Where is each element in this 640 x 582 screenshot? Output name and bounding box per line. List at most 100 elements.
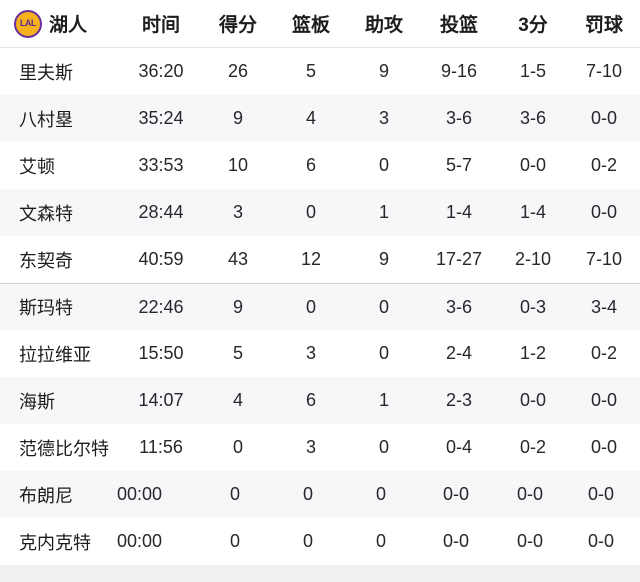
player-minutes: 36:20	[138, 61, 184, 81]
player-minutes: 35:24	[138, 108, 184, 128]
table-row[interactable]: 八村塁 35:24 9 4 3 3-6 3-6 0-0	[0, 95, 640, 142]
player-assists: 0	[378, 155, 389, 175]
player-three-pointers: 0-3	[519, 296, 546, 317]
player-rebounds: 0	[302, 484, 313, 504]
player-points: 9	[232, 296, 243, 317]
player-minutes: 00:00	[117, 531, 163, 551]
player-assists: 1	[378, 202, 389, 222]
player-rebounds: 0	[305, 202, 316, 222]
player-field-goals: 2-3	[445, 390, 472, 410]
player-free-throws: 7-10	[585, 61, 623, 81]
player-three-pointers: 1-4	[519, 202, 546, 222]
column-header-team-label: 湖人	[49, 15, 88, 36]
column-header-assists: 助攻	[364, 15, 403, 36]
player-three-pointers: 0-2	[519, 437, 546, 457]
table-row[interactable]: 文森特 28:44 3 0 1 1-4 1-4 0-0	[0, 189, 640, 236]
player-free-throws: 7-10	[585, 249, 623, 269]
table-row[interactable]: 艾顿 33:53 10 6 0 5-7 0-0 0-2	[0, 142, 640, 189]
player-points: 0	[229, 531, 240, 551]
player-minutes: 00:00	[117, 484, 163, 504]
player-field-goals: 9-16	[440, 61, 478, 81]
column-header-three-pointers: 3分	[518, 15, 548, 36]
player-free-throws: 0-0	[587, 531, 614, 551]
player-name: 文森特	[19, 203, 73, 224]
player-assists: 0	[375, 531, 386, 551]
table-row[interactable]: 斯玛特 22:46 9 0 0 3-6 0-3 3-4	[0, 283, 640, 330]
player-assists: 0	[378, 296, 389, 317]
player-free-throws: 3-4	[590, 296, 617, 317]
player-name: 八村塁	[19, 109, 73, 130]
player-minutes: 33:53	[138, 155, 184, 175]
player-points: 26	[227, 61, 249, 81]
player-minutes: 22:46	[138, 296, 184, 317]
player-points: 4	[232, 390, 243, 410]
player-three-pointers: 0-0	[516, 531, 543, 551]
player-free-throws: 0-0	[590, 108, 617, 128]
player-name: 拉拉维亚	[19, 344, 91, 365]
player-rebounds: 6	[305, 155, 316, 175]
player-assists: 0	[378, 343, 389, 363]
player-assists: 0	[375, 484, 386, 504]
player-rebounds: 4	[305, 108, 316, 128]
player-free-throws: 0-0	[587, 484, 614, 504]
player-field-goals: 0-0	[442, 531, 469, 551]
table-row[interactable]: 范德比尔特 11:56 0 3 0 0-4 0-2 0-0	[0, 424, 640, 471]
player-free-throws: 0-0	[590, 437, 617, 457]
player-three-pointers: 0-0	[519, 155, 546, 175]
player-field-goals: 0-4	[445, 437, 472, 457]
player-name: 里夫斯	[19, 62, 73, 83]
player-minutes: 28:44	[138, 202, 184, 222]
player-field-goals: 3-6	[445, 108, 472, 128]
player-name: 布朗尼	[19, 485, 73, 506]
column-header-minutes: 时间	[141, 15, 180, 36]
player-name: 艾顿	[19, 156, 55, 177]
table-header-row: LAL 湖人 时间 得分 篮板 助攻 投篮 3分 罚球	[0, 0, 640, 48]
table-row[interactable]: 海斯 14:07 4 6 1 2-3 0-0 0-0	[0, 377, 640, 424]
player-rebounds: 0	[302, 531, 313, 551]
player-rebounds: 3	[305, 437, 316, 457]
player-rebounds: 6	[305, 390, 316, 410]
player-assists: 3	[378, 108, 389, 128]
player-points: 9	[232, 108, 243, 128]
player-rebounds: 3	[305, 343, 316, 363]
column-header-points: 得分	[218, 15, 257, 36]
player-assists: 1	[378, 390, 389, 410]
player-free-throws: 0-2	[590, 155, 617, 175]
player-points: 5	[232, 343, 243, 363]
player-three-pointers: 0-0	[519, 390, 546, 410]
player-assists: 9	[378, 249, 389, 269]
player-free-throws: 0-0	[590, 390, 617, 410]
table-row[interactable]: 克内克特 00:00 0 0 0 0-0 0-0 0-0	[0, 518, 640, 565]
player-name: 斯玛特	[19, 298, 73, 318]
player-free-throws: 0-0	[590, 202, 617, 222]
player-points: 0	[229, 484, 240, 504]
player-free-throws: 0-2	[590, 343, 617, 363]
player-minutes: 40:59	[138, 249, 184, 269]
player-points: 43	[227, 249, 249, 269]
player-minutes: 15:50	[138, 343, 184, 363]
table-row-partial[interactable]	[0, 565, 640, 582]
player-field-goals: 2-4	[445, 343, 472, 363]
player-field-goals: 0-0	[442, 484, 469, 504]
player-three-pointers: 1-5	[519, 61, 546, 81]
player-name: 克内克特	[19, 532, 91, 553]
column-header-team: LAL 湖人	[0, 0, 120, 47]
table-row[interactable]: 布朗尼 00:00 0 0 0 0-0 0-0 0-0	[0, 471, 640, 518]
table-row[interactable]: 东契奇 40:59 43 12 9 17-27 2-10 7-10	[0, 236, 640, 283]
player-assists: 9	[378, 61, 389, 81]
player-minutes: 14:07	[138, 390, 184, 410]
table-row[interactable]: 拉拉维亚 15:50 5 3 0 2-4 1-2 0-2	[0, 330, 640, 377]
player-name: 海斯	[19, 391, 55, 412]
player-rebounds: 0	[305, 296, 316, 317]
player-rebounds: 5	[305, 61, 316, 81]
player-rebounds: 12	[300, 249, 322, 269]
column-header-field-goals: 投篮	[439, 15, 478, 36]
player-three-pointers: 2-10	[514, 249, 552, 269]
lakers-logo-icon: LAL	[14, 9, 42, 38]
player-points: 3	[232, 202, 243, 222]
player-three-pointers: 1-2	[519, 343, 546, 363]
player-assists: 0	[378, 437, 389, 457]
player-minutes: 11:56	[139, 437, 183, 457]
table-row[interactable]: 里夫斯 36:20 26 5 9 9-16 1-5 7-10	[0, 48, 640, 95]
